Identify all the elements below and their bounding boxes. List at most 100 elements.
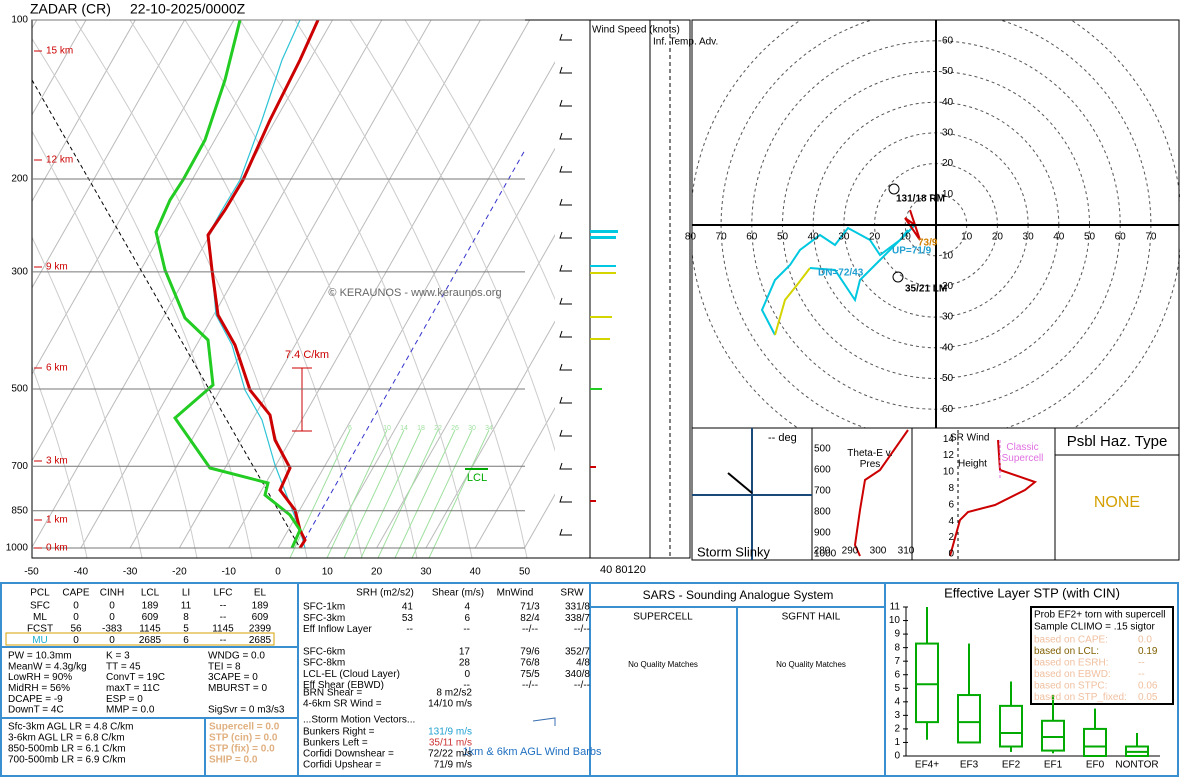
mixing-line [343, 429, 405, 558]
ring-label: 70 [1145, 232, 1157, 243]
legend-row: -- [1138, 658, 1145, 669]
wind-barb [559, 99, 572, 107]
kin-cell: 75/5 [520, 669, 540, 680]
y-tick-label: 0 [894, 751, 900, 762]
dry-adiabat [404, 20, 555, 301]
parcel-head: PCL [30, 588, 50, 599]
isotherm [32, 20, 87, 116]
composite: STP (fix) = 0.0 [209, 744, 275, 755]
dry-adiabat [32, 79, 301, 549]
ring-label: 20 [992, 232, 1004, 243]
y-tick-label: 7 [894, 656, 900, 667]
legend-row: based on STPC: [1034, 681, 1107, 692]
srw-tick: 6 [948, 499, 954, 510]
parcel-cell: 1145 [139, 624, 161, 635]
composite: STP (cin) = 0.0 [209, 733, 278, 744]
y-tick-label: 700 [11, 461, 28, 472]
barb-note: 1km & 6km AGL Wind Barbs [463, 746, 602, 758]
wind-barb [559, 165, 572, 173]
dewpoint-trace [154, 20, 302, 549]
slinky-deg: -- deg [768, 432, 797, 444]
y-tick-label: 100 [11, 15, 28, 26]
legend-row: -- [1138, 669, 1145, 680]
x-tick-label: 0 [275, 567, 281, 578]
y-tick-label: 500 [11, 384, 28, 395]
parcel-cell: 1145 [212, 624, 234, 635]
parcel-cell: 0 [73, 612, 79, 623]
kin-cell: 82/4 [520, 613, 540, 624]
kin-head: SRW [560, 588, 584, 599]
parcel-cell: 189 [252, 601, 269, 612]
srw-tick: 8 [948, 483, 954, 494]
time: 22-10-2025/0000Z [130, 1, 246, 17]
y-tick-label: 5 [894, 683, 900, 694]
legend-row: based on ESRH: [1034, 658, 1109, 669]
slinky-title: Storm Slinky [697, 544, 770, 559]
index: LowRH = 90% [8, 672, 72, 683]
inset-frames [691, 427, 1180, 561]
wind-bar [590, 316, 612, 318]
srw-tick: 14 [943, 434, 955, 445]
height-label: 6 km [46, 363, 68, 374]
mixing-label: 14 [400, 425, 408, 432]
vectors-title: ...Storm Motion Vectors... [303, 715, 415, 726]
sars-supercell: SUPERCELL [633, 612, 693, 623]
dry-adiabat [32, 236, 143, 558]
theta-tick: 600 [814, 465, 831, 476]
kin-head: Shear (m/s) [432, 588, 484, 599]
kin-cell: 0 [464, 669, 470, 680]
hodo-annotation: 73/9 [918, 238, 938, 249]
dry-adiabat [129, 20, 363, 558]
srw-tick: 4 [948, 516, 954, 527]
lapse-rate: 700-500mb LR = 6.9 C/km [8, 755, 126, 766]
profiles [32, 20, 526, 549]
x-tick-label: NONTOR [1115, 760, 1158, 771]
wind-barb [559, 396, 572, 404]
parcel-cell: 6 [183, 635, 189, 646]
mixing-label: 34 [485, 425, 493, 432]
kin-cell: 4 [464, 602, 470, 613]
x-tick-label: 40 [470, 567, 482, 578]
kin-cell: SFC-1km [303, 602, 345, 613]
legend-title: Prob EF2+ torn with supercell [1034, 610, 1165, 621]
mixing-label: 6 [348, 425, 352, 432]
wind-barb [559, 231, 572, 239]
x-tick-label: 20 [371, 567, 383, 578]
srw-height: Height [958, 459, 987, 470]
ring-label: 40 [1053, 232, 1065, 243]
parcel-cell: 56 [70, 624, 82, 635]
haz-value: NONE [1094, 494, 1140, 511]
isotherm [277, 61, 555, 549]
mixing-line [289, 429, 351, 558]
kin-cell: -- [463, 624, 470, 635]
y-tick-label: 4 [894, 696, 900, 707]
legend-row: 0.06 [1138, 681, 1158, 692]
ring-label: 10 [961, 232, 973, 243]
parcel-cell: FCST [27, 624, 53, 635]
haz-frame [1054, 427, 1180, 561]
wind-axis: 40 80120 [600, 564, 646, 576]
wind-bar [590, 230, 618, 233]
parcel-cell: -383 [102, 624, 122, 635]
parcel-cell: -- [220, 601, 227, 612]
hodo-line [809, 224, 916, 303]
theta-x-tick: 280 [814, 546, 831, 557]
wind-bars [590, 230, 618, 502]
storm-marker [892, 271, 904, 283]
vector: Bunkers Right = [303, 727, 375, 738]
isotherm [32, 20, 333, 549]
kin-cell: LCL-EL (Cloud Layer) [303, 669, 400, 680]
x-tick-label: 30 [420, 567, 432, 578]
wind-bar [590, 265, 616, 267]
watermark: © KERAUNOS - www.keraunos.org [328, 287, 501, 299]
y-tick-label: 6 [894, 669, 900, 680]
x-tick-label: 50 [519, 567, 531, 578]
kin-cell: 41 [402, 602, 414, 613]
y-tick-label: 200 [11, 174, 28, 185]
kin-cell: --/-- [522, 624, 538, 635]
theta-tick: 900 [814, 528, 831, 539]
index: 3CAPE = 0 [208, 672, 258, 683]
theta-tick: 1000 [814, 549, 837, 560]
theta-trace [853, 429, 909, 557]
mixing-label: 26 [451, 425, 459, 432]
